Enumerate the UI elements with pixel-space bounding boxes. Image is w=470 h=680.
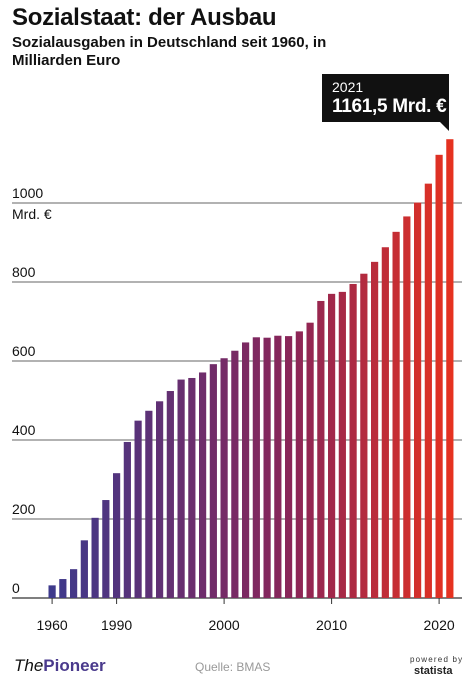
bar-2004 [263,337,271,598]
bar-1970 [70,569,78,598]
bar-1995 [166,391,174,598]
y-axis-unit: Mrd. € [12,206,52,222]
bar-1960 [48,585,56,598]
callout-pointer [440,122,449,131]
callout-value: 1161,5 Mrd. € [332,96,447,117]
callout-year: 2021 [332,79,364,95]
bar-2007 [295,331,303,598]
bar-1997 [188,377,196,598]
bar-2012 [349,283,357,598]
bar-2003 [252,337,260,598]
axis-labels: 0 200 400 600 800 1000 Mrd. € 1960 1990 2000 2010 2… [12,185,455,633]
bar-2002 [242,342,250,598]
bar-1996 [177,379,185,598]
bar-1992 [134,420,142,598]
bar-2013 [360,273,368,598]
highlight-callout: 2021 1161,5 Mrd. € [322,74,449,122]
logo-name: Pioneer [43,656,106,675]
x-tick-label: 2000 [209,617,240,633]
bar-2005 [274,335,282,598]
bar-2000 [220,358,228,598]
bar-2006 [285,336,293,598]
x-tick-label: 1960 [37,617,68,633]
y-tick-label: 400 [12,422,36,438]
bar-1994 [156,401,164,598]
publisher-logo: ThePioneer [14,656,106,676]
bar-2018 [414,202,422,599]
bar-1980 [91,517,99,598]
bar-1999 [209,364,217,598]
y-tick-label: 200 [12,501,36,517]
bar-2001 [231,350,239,598]
x-tick-label: 1990 [101,617,132,633]
y-tick-label: 0 [12,580,20,596]
bar-1985 [102,500,110,598]
bar-1965 [59,579,67,598]
bar-2008 [306,322,314,598]
x-tick-label: 2020 [424,617,455,633]
bar-2019 [424,183,432,598]
bar-1975 [80,540,88,598]
bar-2014 [371,261,379,598]
powered-by-label: powered by [410,655,464,664]
bar-1998 [199,372,207,598]
y-tick-label: 600 [12,343,36,359]
source-note: Quelle: BMAS [195,660,271,674]
chart-subtitle: Sozialausgaben in Deutschland seit 1960,… [12,34,327,69]
bar-2015 [381,247,389,599]
bar-2021 [446,139,454,598]
bar-1993 [145,410,153,598]
bar-1990 [113,473,121,598]
bar-2009 [317,300,325,598]
bar-2016 [392,231,400,598]
chart-title: Sozialstaat: der Ausbau [12,4,277,31]
bar-1991 [123,441,131,598]
bar-2020 [435,154,443,598]
x-tick-label: 2010 [316,617,347,633]
y-tick-label: 1000 [12,185,43,201]
bar-2011 [338,291,346,598]
logo-prefix: The [14,656,44,675]
bar-2017 [403,216,411,598]
y-tick-label: 800 [12,264,36,280]
bars [48,139,454,599]
bar-2010 [328,293,336,598]
statista-logo: statista [414,665,453,677]
